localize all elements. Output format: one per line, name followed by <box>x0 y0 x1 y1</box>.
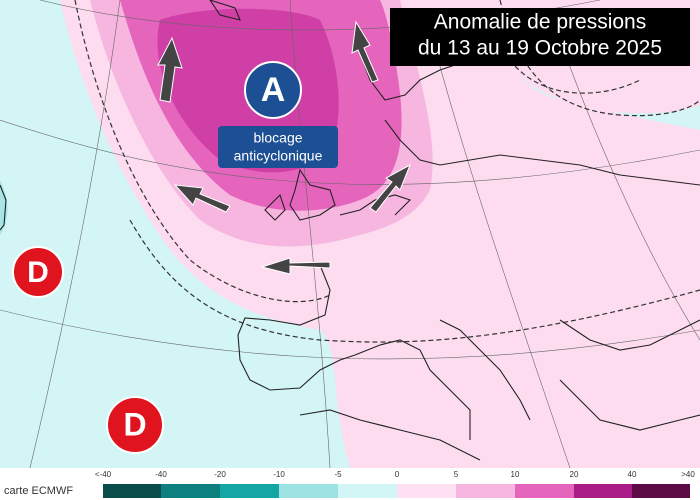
colorbar-label: -40 <box>155 470 167 479</box>
flow-arrows <box>157 20 411 275</box>
high-label-box <box>218 126 338 168</box>
colorbar-label: 0 <box>395 470 400 479</box>
colorbar-bin <box>338 484 397 498</box>
low-symbol: D <box>123 406 146 442</box>
colorbar-label: 20 <box>570 470 579 479</box>
low-marker <box>106 396 164 454</box>
colorbar: <-40 -40 -20 -10 -5 0 5 10 20 40 >40 <box>95 470 695 498</box>
title: du 13 au 19 Octobre 2025 <box>418 37 662 60</box>
negative-anomaly <box>0 180 8 235</box>
high-marker <box>244 61 302 119</box>
low-symbol: D <box>27 256 49 289</box>
high-label: anticyclonique <box>234 148 323 164</box>
title-box <box>390 8 690 66</box>
colorbar-label: 40 <box>628 470 637 479</box>
colorbar-label: -5 <box>334 470 342 479</box>
high-label: blocage <box>253 130 302 146</box>
colorbar-label: -10 <box>273 470 285 479</box>
colorbar-bin <box>456 484 515 498</box>
colorbar-bin <box>397 484 456 498</box>
colorbar-bin <box>220 484 279 498</box>
colorbar-bin <box>515 484 574 498</box>
high-symbol: A <box>261 71 286 109</box>
graticule <box>0 0 700 469</box>
colorbar-label: 10 <box>511 470 520 479</box>
colorbar-bin <box>279 484 338 498</box>
colorbar-bin <box>632 484 690 498</box>
colorbar-label: <-40 <box>95 470 112 479</box>
colorbar-label: 5 <box>454 470 459 479</box>
colorbar-label: >40 <box>681 470 695 479</box>
source: carte ECMWF <box>4 485 73 497</box>
colorbar-bin <box>574 484 632 498</box>
high-pressure: A blocage anticyclonique <box>218 61 338 168</box>
low-pressure: D D <box>12 246 164 454</box>
low-marker <box>12 246 64 298</box>
colorbar-label: -20 <box>214 470 226 479</box>
title: Anomalie de pressions <box>434 11 646 34</box>
colorbar-bin <box>161 484 220 498</box>
colorbar-bin <box>103 484 161 498</box>
